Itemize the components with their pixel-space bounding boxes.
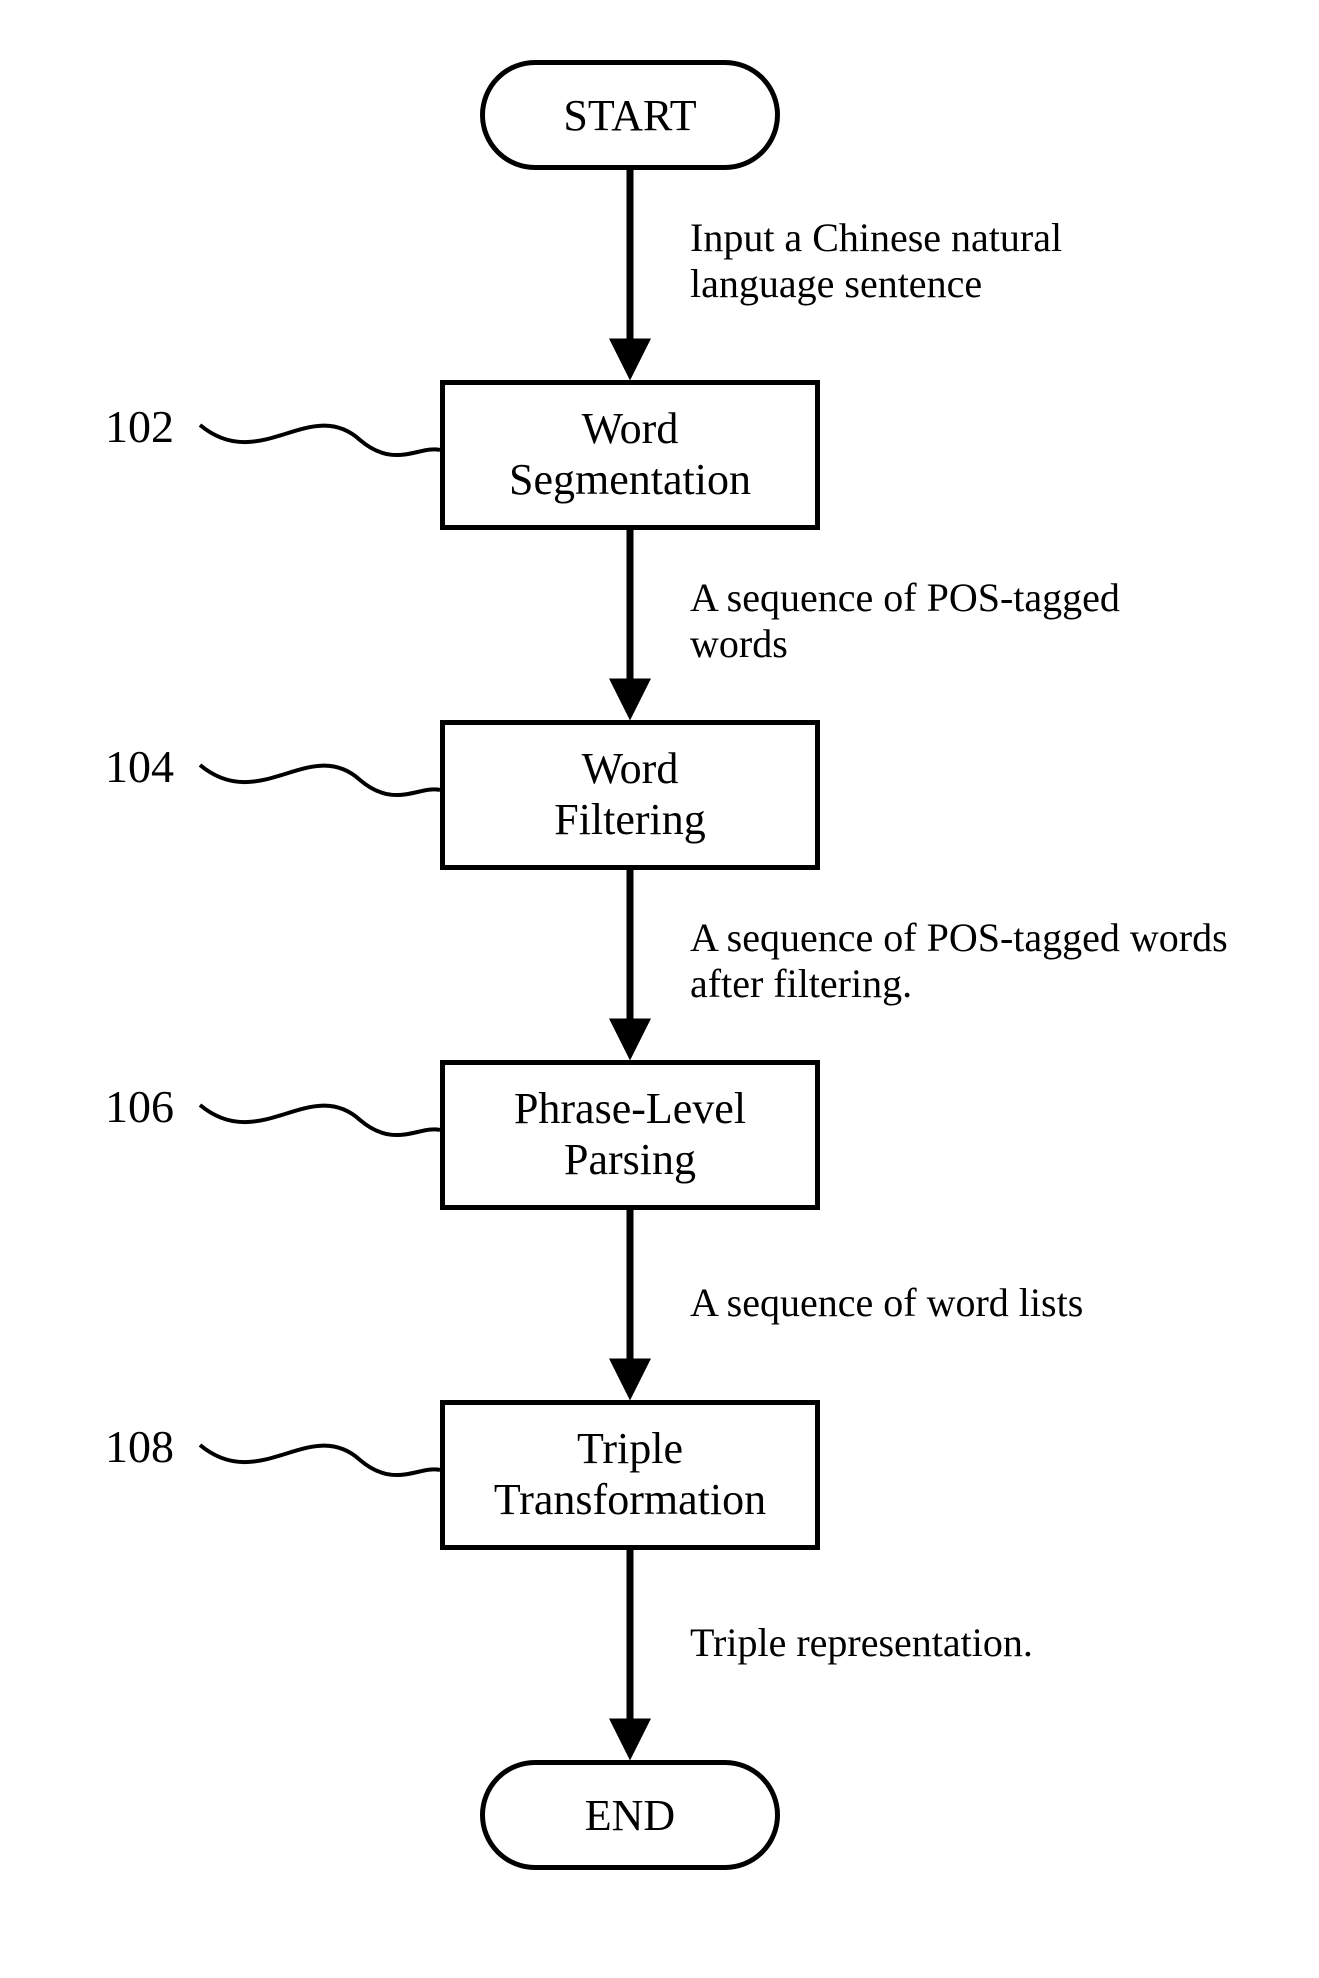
end-label: END (585, 1790, 675, 1841)
edge1-line2: words (690, 621, 1120, 667)
edge-label-0: Input a Chinese natural language sentenc… (690, 215, 1062, 307)
step-word-segmentation: Word Segmentation (440, 380, 820, 530)
step1-line2: Segmentation (509, 455, 751, 506)
edge3-line1: A sequence of word lists (690, 1280, 1083, 1326)
step-word-filtering: Word Filtering (440, 720, 820, 870)
refnum-108: 108 (105, 1420, 174, 1473)
edge-label-2: A sequence of POS-tagged words after fil… (690, 915, 1228, 1007)
step-phrase-level-parsing: Phrase-Level Parsing (440, 1060, 820, 1210)
edge1-line1: A sequence of POS-tagged (690, 575, 1120, 621)
edge4-line1: Triple representation. (690, 1620, 1033, 1666)
flowchart-canvas: START Word Segmentation Word Filtering P… (0, 0, 1319, 1978)
edge-label-1: A sequence of POS-tagged words (690, 575, 1120, 667)
edge-label-4: Triple representation. (690, 1620, 1033, 1666)
step-triple-transformation: Triple Transformation (440, 1400, 820, 1550)
refnum-102: 102 (105, 400, 174, 453)
edge0-line2: language sentence (690, 261, 1062, 307)
edge-label-3: A sequence of word lists (690, 1280, 1083, 1326)
start-label: START (563, 90, 696, 141)
step1-line1: Word (582, 404, 679, 455)
start-terminal: START (480, 60, 780, 170)
end-terminal: END (480, 1760, 780, 1870)
refnum-104: 104 (105, 740, 174, 793)
refnum-106: 106 (105, 1080, 174, 1133)
step3-line1: Phrase-Level (514, 1084, 746, 1135)
step2-line1: Word (582, 744, 679, 795)
edge2-line1: A sequence of POS-tagged words (690, 915, 1228, 961)
edge2-line2: after filtering. (690, 961, 1228, 1007)
step3-line2: Parsing (564, 1135, 696, 1186)
step2-line2: Filtering (554, 795, 706, 846)
step4-line1: Triple (577, 1424, 683, 1475)
step4-line2: Transformation (494, 1475, 766, 1526)
edge0-line1: Input a Chinese natural (690, 215, 1062, 261)
